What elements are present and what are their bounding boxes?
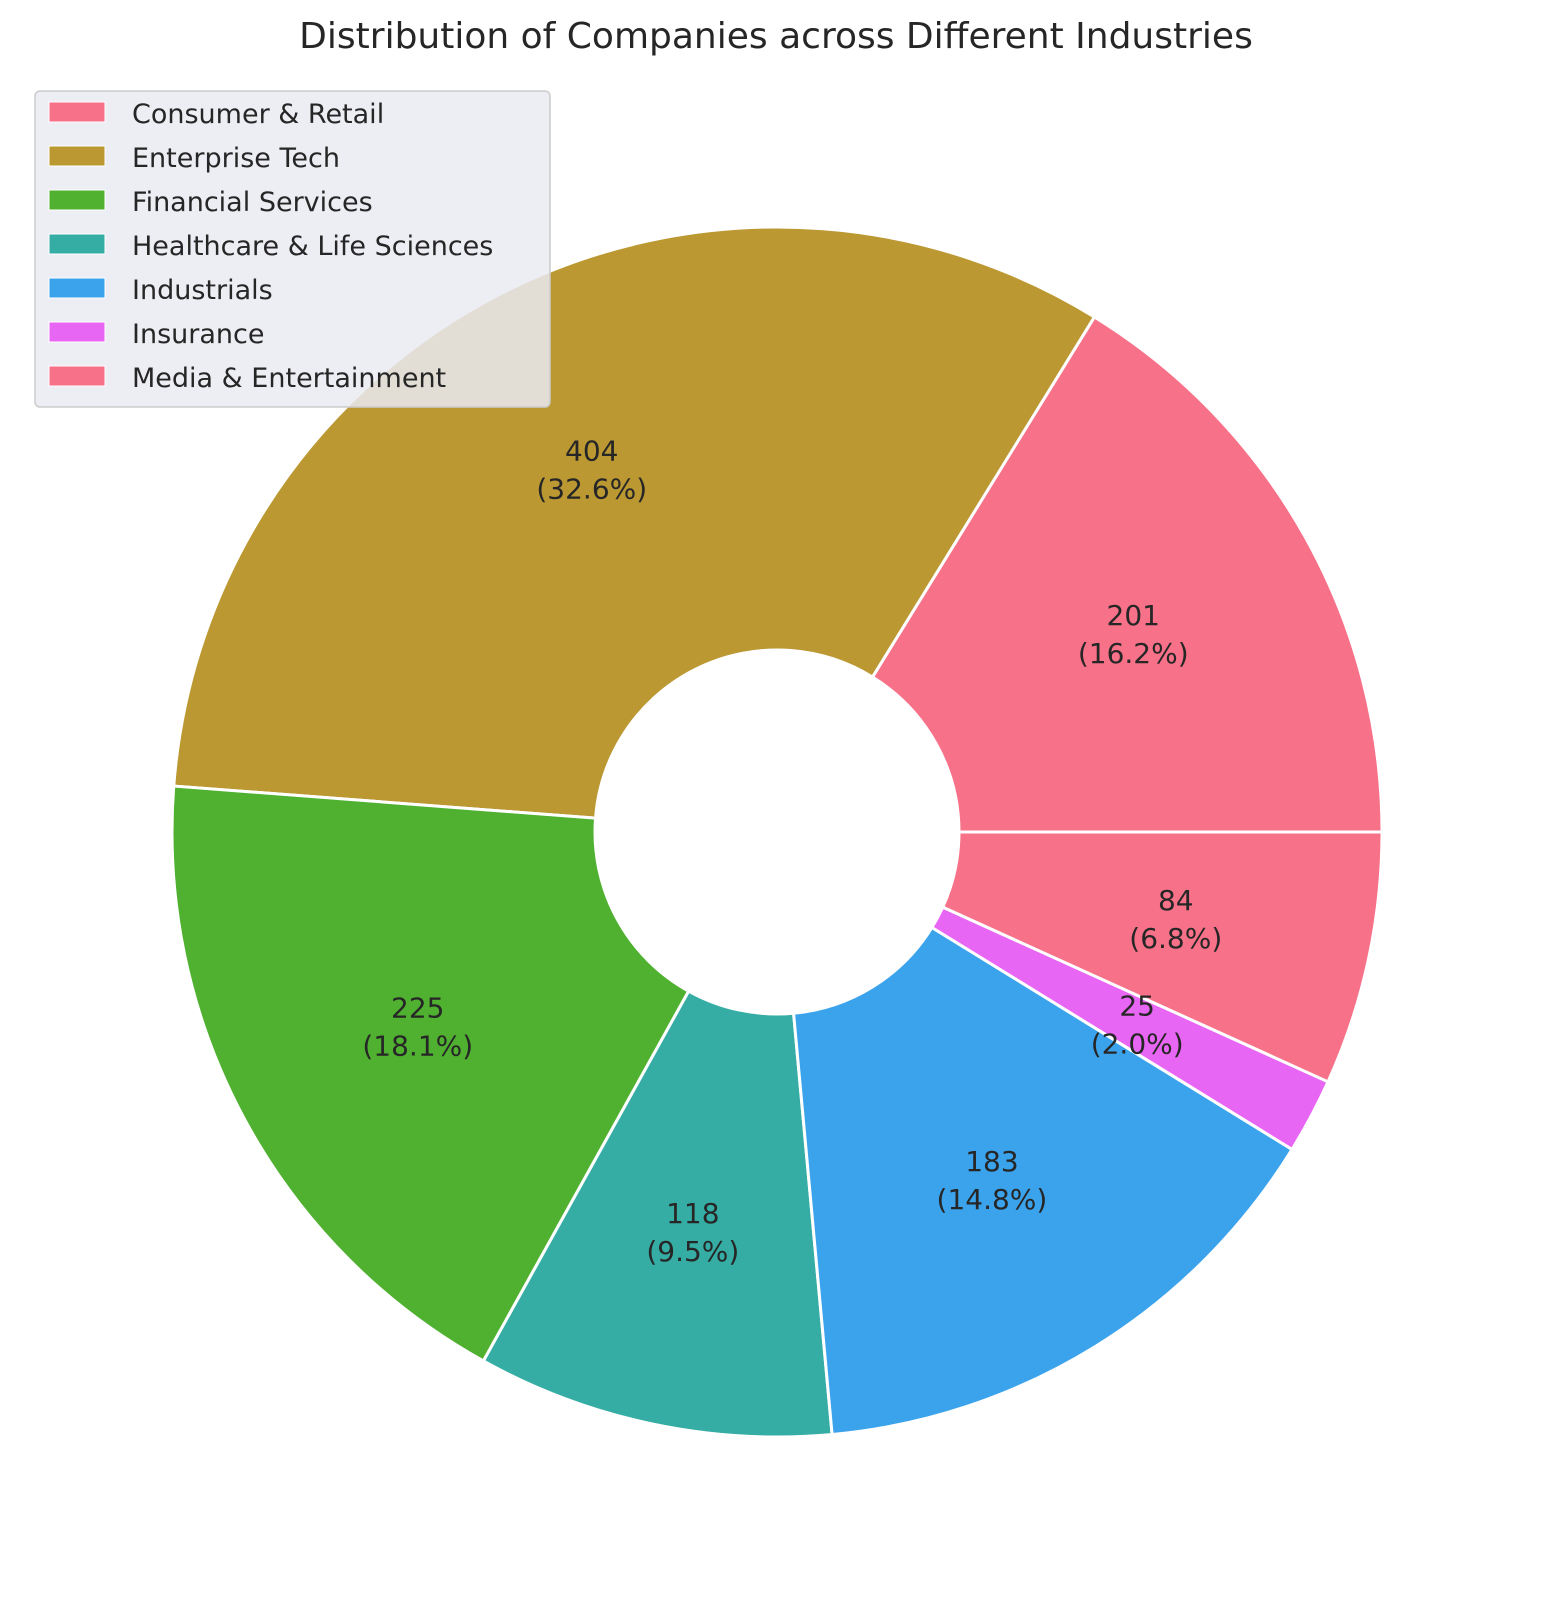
slice-percent-label: (16.2%) <box>1078 637 1189 670</box>
legend: Consumer & Retail Enterprise Tech Financia… <box>34 90 551 408</box>
pie-slice <box>481 989 834 1439</box>
legend-swatch <box>48 101 106 123</box>
slice-percent-label: (14.8%) <box>937 1183 1048 1216</box>
slice-percent-label: (18.1%) <box>362 1029 473 1062</box>
slice-percent-label: (32.6%) <box>536 472 647 505</box>
slice-value-label: 25 <box>1119 990 1155 1023</box>
pie-slice <box>870 314 1384 834</box>
legend-swatch <box>48 189 106 211</box>
legend-label: Financial Services <box>132 187 373 218</box>
chart-title: Distribution of Companies across Differe… <box>299 16 1253 57</box>
slice-labels: 201 (16.2%) 404 (32.6%) 225 (18.1%) 118 (9.5%) 1… <box>362 434 1222 1268</box>
legend-label: Media & Entertainment <box>132 363 446 394</box>
legend-swatch <box>48 233 106 255</box>
pie-slices <box>170 225 1384 1439</box>
pie-slice <box>940 830 1384 1084</box>
slice-value-label: 84 <box>1158 884 1194 917</box>
slice-percent-label: (6.8%) <box>1129 922 1222 955</box>
pie-slice <box>791 925 1295 1437</box>
legend-swatch <box>48 321 106 343</box>
slice-percent-label: (2.0%) <box>1091 1028 1184 1061</box>
slice-value-label: 225 <box>391 991 444 1024</box>
legend-swatch <box>48 277 106 299</box>
pie-slice <box>170 784 691 1364</box>
legend-swatch <box>48 145 106 167</box>
legend-swatch <box>48 365 106 387</box>
legend-items: Consumer & Retail Enterprise Tech Financia… <box>48 99 493 394</box>
legend-frame <box>34 90 551 408</box>
legend-label: Healthcare & Life Sciences <box>132 231 493 262</box>
legend-label: Industrials <box>132 275 273 306</box>
slice-value-label: 183 <box>965 1145 1018 1178</box>
legend-label: Enterprise Tech <box>132 143 340 174</box>
slice-value-label: 404 <box>565 434 618 467</box>
slice-value-label: 118 <box>666 1197 719 1230</box>
slice-value-label: 201 <box>1107 599 1160 632</box>
legend-label: Consumer & Retail <box>132 99 384 130</box>
slice-percent-label: (9.5%) <box>646 1235 739 1268</box>
legend-label: Insurance <box>132 319 264 350</box>
